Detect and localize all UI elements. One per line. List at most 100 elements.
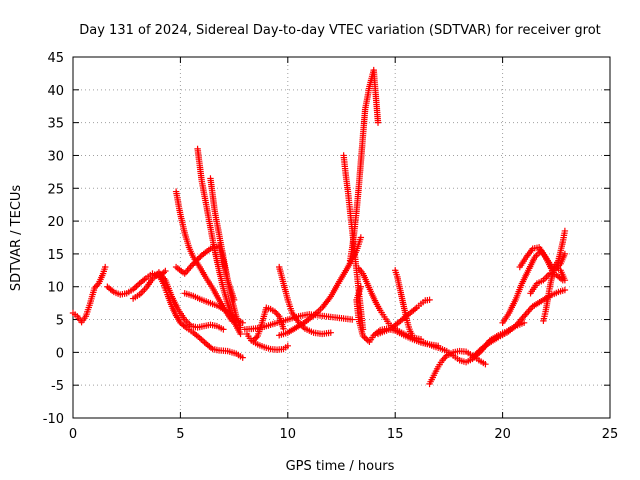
marker-trail — [215, 324, 225, 332]
marker-trail — [320, 295, 333, 310]
marker-trail — [96, 272, 106, 285]
marker-trail — [328, 280, 342, 298]
marker-trail — [276, 315, 286, 330]
marker-trail — [303, 313, 316, 325]
marker-trail — [100, 266, 108, 275]
marker-trail — [209, 322, 218, 329]
marker-trail — [340, 315, 354, 323]
data-point — [239, 319, 246, 327]
marker-trail — [312, 329, 324, 337]
marker-trail — [382, 315, 391, 325]
marker-trail — [554, 273, 565, 283]
data-point — [561, 276, 569, 284]
marker-trail — [506, 298, 518, 315]
marker-trail — [273, 310, 281, 318]
marker-trail — [131, 281, 142, 292]
marker-trail — [513, 282, 525, 301]
grid — [73, 57, 610, 418]
marker-trail — [378, 309, 387, 318]
marker-trail — [150, 270, 161, 281]
marker-trail — [408, 305, 419, 315]
marker-trail — [470, 347, 483, 360]
data-point — [482, 360, 489, 368]
marker-trail — [261, 322, 272, 330]
marker-trail — [395, 316, 406, 326]
y-axis-label: SDTVAR / TECUs — [9, 185, 24, 292]
marker-trail — [419, 339, 429, 347]
chart-title: Day 131 of 2024, Sidereal Day-to-day VTE… — [79, 23, 601, 38]
data-point — [271, 308, 279, 315]
marker-trail — [191, 253, 204, 266]
marker-trail — [182, 231, 192, 249]
marker-trail — [165, 293, 175, 308]
marker-trail — [436, 359, 445, 368]
marker-trail — [465, 349, 474, 358]
marker-trail — [321, 329, 332, 337]
marker-trail — [220, 287, 231, 305]
marker-trail — [276, 265, 287, 285]
marker-trail — [340, 154, 349, 177]
marker-trail — [359, 108, 369, 137]
marker-trail — [405, 323, 413, 333]
marker-trail — [355, 160, 364, 190]
marker-trail — [377, 329, 386, 337]
marker-trail — [174, 314, 183, 325]
data-point — [357, 234, 365, 241]
marker-trail — [207, 177, 216, 196]
marker-trail — [477, 358, 487, 367]
marker-trail — [203, 322, 212, 329]
plot-frame — [72, 56, 611, 419]
marker-trail — [452, 354, 461, 362]
x-axis-label: GPS time / hours — [286, 459, 395, 474]
marker-trail — [256, 342, 266, 350]
marker-trail — [558, 252, 568, 265]
marker-trail — [432, 343, 442, 351]
y-tick-label: 25 — [47, 182, 64, 197]
x-tick-label: 5 — [176, 427, 184, 442]
marker-trail — [356, 266, 365, 275]
marker-trail — [354, 285, 364, 301]
marker-trail — [528, 282, 539, 295]
y-tick-label: 0 — [56, 346, 64, 361]
marker-trail — [560, 230, 568, 244]
marker-trail — [234, 324, 243, 336]
series-arc22 — [426, 347, 489, 388]
marker-trail — [290, 311, 301, 324]
marker-trail — [278, 330, 289, 338]
marker-trail — [235, 351, 244, 360]
marker-trail — [251, 334, 260, 343]
marker-trail — [519, 269, 531, 285]
marker-trail — [458, 357, 468, 365]
marker-trail — [211, 346, 221, 354]
y-tick-label: 15 — [47, 248, 64, 263]
marker-trail — [513, 314, 526, 328]
marker-trail — [445, 350, 455, 358]
marker-trail — [79, 315, 88, 324]
marker-trail — [549, 269, 557, 278]
marker-trail — [176, 308, 187, 321]
marker-trail — [533, 249, 543, 259]
x-tick-label: 20 — [494, 427, 511, 442]
series-arc17 — [355, 265, 425, 343]
marker-trail — [505, 324, 517, 335]
marker-trail — [235, 317, 244, 325]
series-arc25 — [516, 227, 569, 274]
marker-trail — [540, 310, 549, 322]
data-point — [190, 260, 197, 267]
data-point — [220, 326, 227, 333]
marker-trail — [389, 321, 399, 331]
x-tick-label: 0 — [69, 427, 77, 442]
axis-ticks: 0 5 10 15 20 25 -10 -5 0 5 10 15 20 25 30 35 40 45 — [43, 51, 619, 442]
marker-trail — [269, 319, 281, 328]
marker-trail — [186, 246, 196, 259]
marker-trail — [285, 298, 295, 314]
marker-trail — [119, 290, 128, 298]
marker-trail — [370, 68, 382, 124]
series-arc09 — [181, 290, 246, 327]
marker-trail — [329, 314, 343, 322]
data-point — [561, 227, 569, 235]
marker-trail — [207, 226, 218, 252]
marker-trail — [531, 244, 541, 252]
marker-trail — [259, 306, 269, 324]
x-tick-label: 10 — [280, 427, 297, 442]
